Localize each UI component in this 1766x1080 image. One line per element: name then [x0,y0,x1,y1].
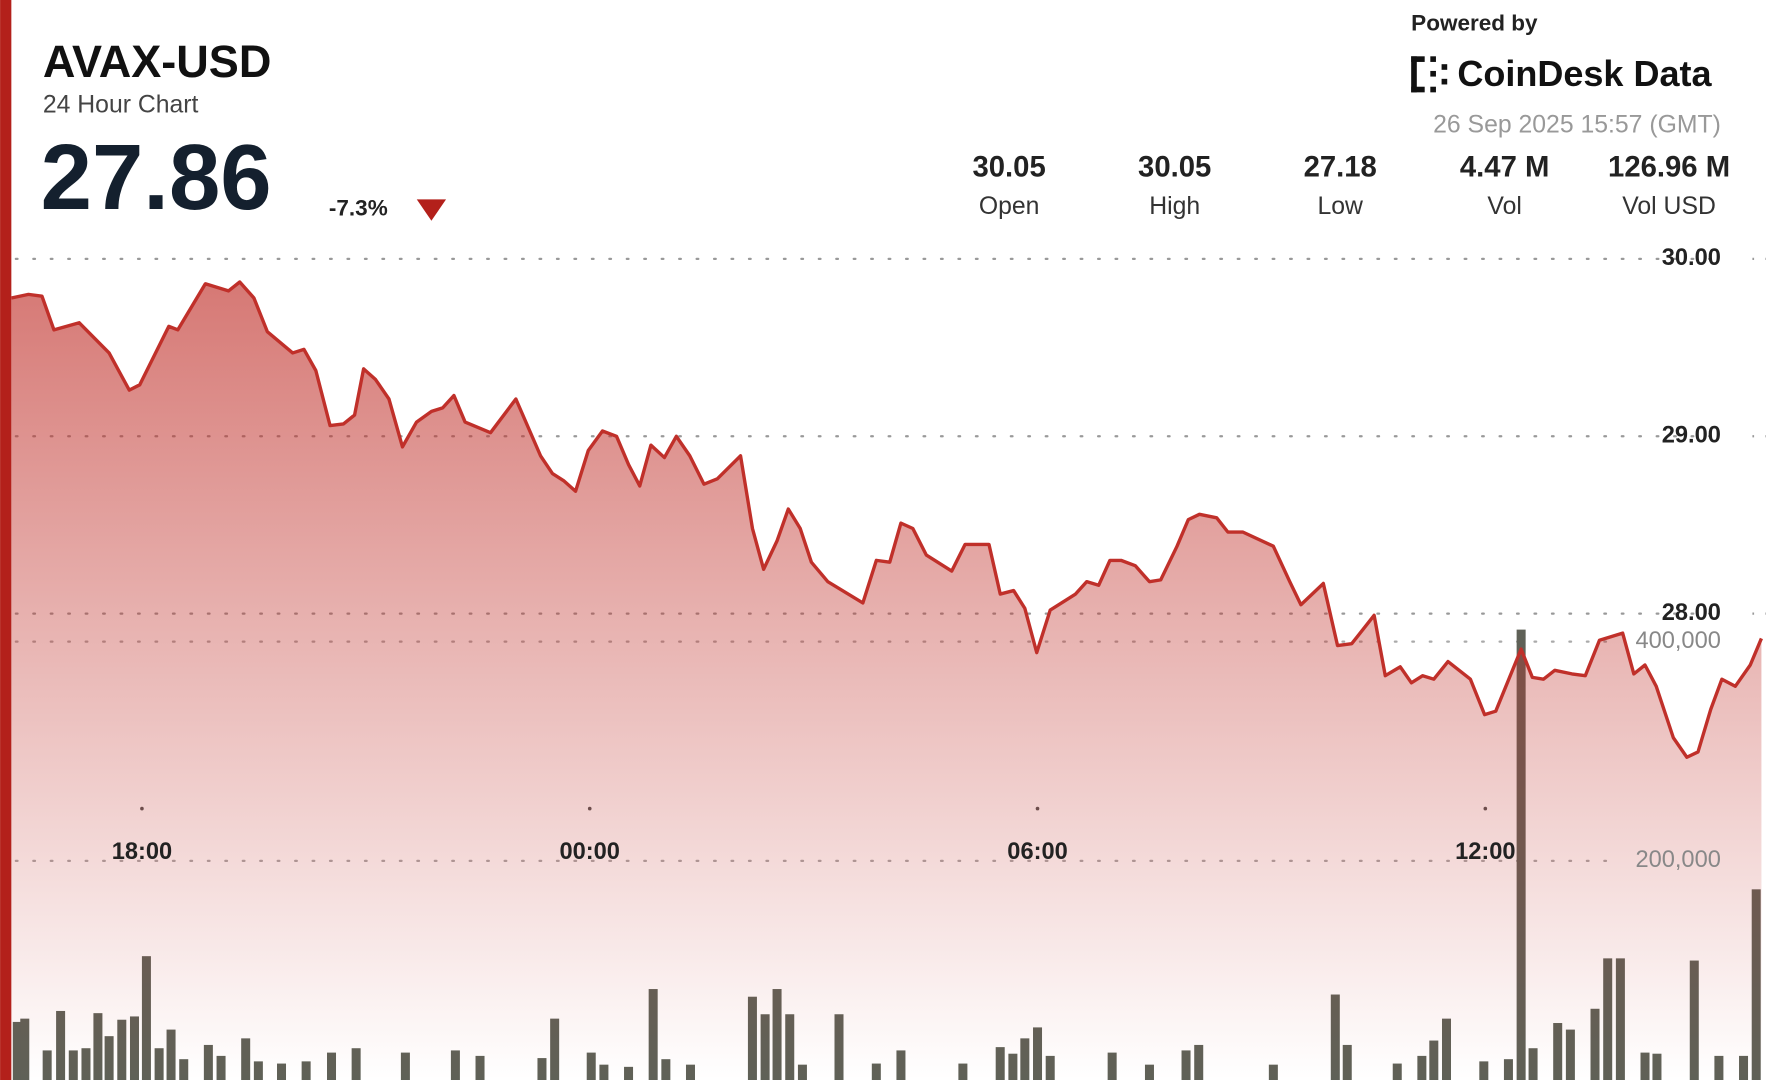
y2-tick-label: 200,000 [1635,847,1720,873]
down-arrow [416,199,447,221]
stat-label: Vol [1487,193,1521,220]
chart-subtitle: 24 Hour Chart [43,91,199,118]
price-area [11,281,1762,1080]
brand-name: CoinDesk Data [1457,53,1712,94]
current-price: 27.86 [41,125,272,229]
timestamp: 26 Sep 2025 15:57 (GMT) [1433,112,1721,139]
stats: 30.05 Open 30.05 High 27.18 Low 4.47 M Vol 126.9… [973,151,1731,220]
stat-label: Vol USD [1622,193,1716,220]
stat-label: High [1149,193,1200,220]
brand-logo [1411,56,1448,93]
x-tick-label: 12:00 [1455,839,1515,865]
plot-area [10,280,1763,1080]
stat-label: Low [1318,193,1364,220]
stat-value: 27.18 [1304,151,1377,184]
y-tick-label: 28.00 [1662,600,1721,626]
y2-tick-label: 400,000 [1635,628,1720,654]
price-line [10,280,1763,759]
y-tick-label: 30.00 [1662,245,1721,271]
stat-label: Open [979,193,1040,220]
stat-value: 30.05 [1138,151,1211,184]
stat-value: 126.96 M [1608,151,1730,184]
y-tick-label: 29.00 [1662,423,1721,449]
stat-value: 30.05 [973,151,1046,184]
stat-value: 4.47 M [1460,151,1549,184]
x-tick-label: 00:00 [560,839,620,865]
x-tick-label: 18:00 [112,839,172,865]
chart-title: AVAX-USD [43,36,272,87]
axis-labels: 28.00 29.00 30.00 200,000 400,000 18:00 00:00 0… [112,245,1721,873]
powered-by: Powered by [1411,11,1538,36]
price-change: -7.3% [329,195,388,220]
accent-bar [0,0,12,1080]
x-tick-label: 06:00 [1007,839,1067,865]
